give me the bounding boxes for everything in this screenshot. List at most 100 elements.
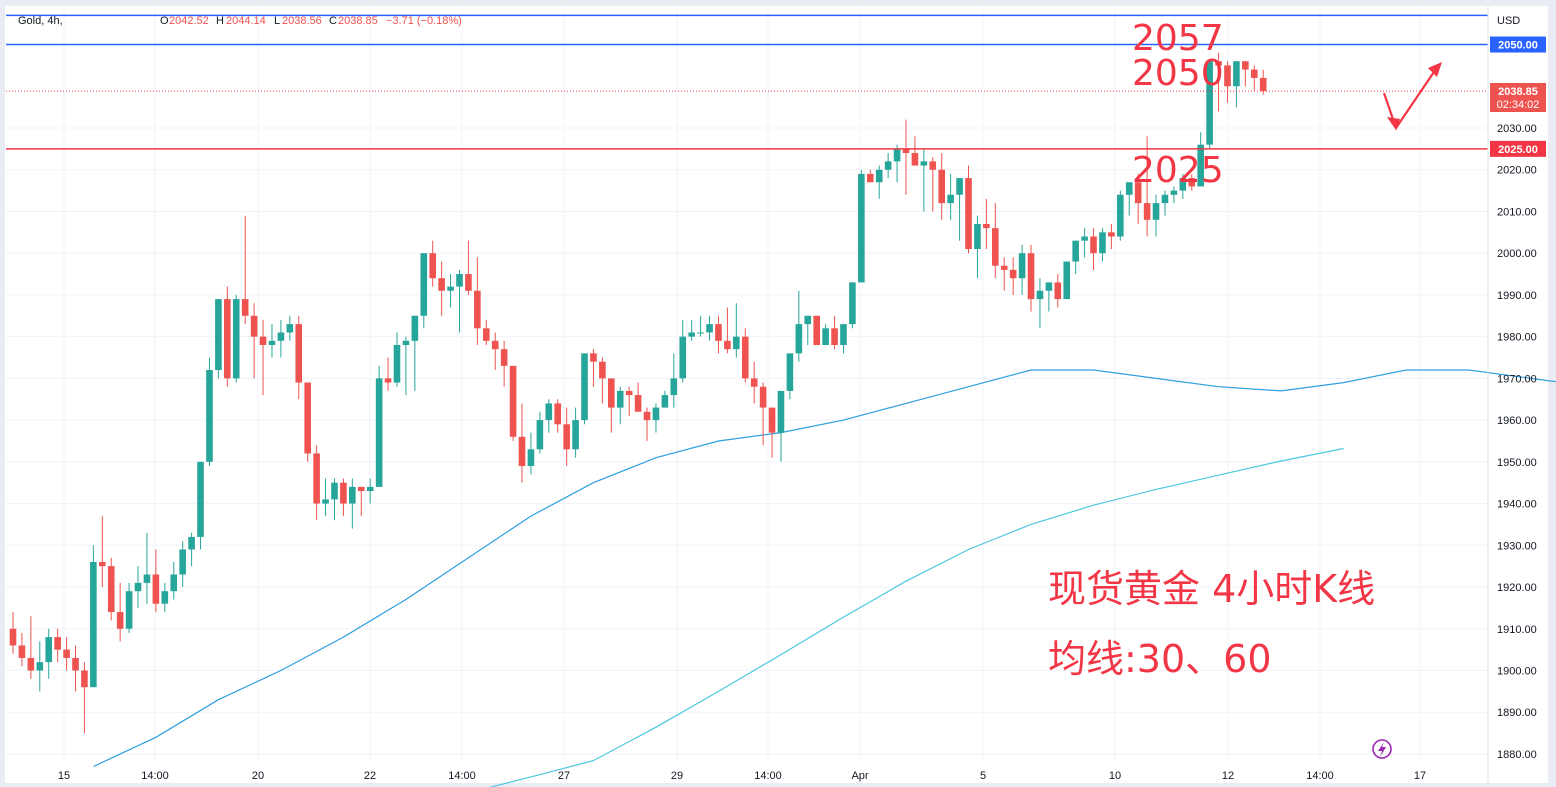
candle-body	[929, 161, 937, 170]
x-tick-label: 15	[58, 770, 70, 782]
candle	[590, 349, 597, 387]
candle-body	[27, 657, 35, 671]
price-level-tag-label: 2025.00	[1498, 144, 1538, 156]
candle	[822, 324, 829, 345]
candle	[750, 361, 758, 404]
candle-body	[259, 336, 267, 345]
legend-low-value: 2038.56	[282, 15, 322, 27]
y-tick-label: 1980.00	[1497, 332, 1537, 344]
candle-body	[947, 194, 954, 204]
candle	[1000, 257, 1008, 291]
legend-high-value: 2044.14	[226, 15, 266, 27]
candle	[866, 169, 874, 183]
candle-body	[804, 315, 812, 325]
x-tick-label: 12	[1222, 770, 1234, 782]
candle-body	[304, 382, 311, 454]
candle-body	[357, 486, 365, 492]
candle-body	[1090, 236, 1097, 254]
candle	[1125, 182, 1133, 216]
candle	[295, 315, 303, 400]
candle	[875, 165, 883, 199]
candle	[465, 240, 472, 295]
candle	[36, 641, 44, 692]
candle	[143, 532, 151, 604]
candle	[304, 382, 311, 462]
candle	[474, 257, 481, 345]
candle-body	[1018, 253, 1026, 279]
candle-body	[143, 574, 151, 583]
candle	[90, 545, 97, 688]
candle	[54, 628, 61, 663]
horizontal-lines[interactable]: 2050.00 2025.00	[6, 14, 1546, 157]
candle	[215, 299, 222, 379]
candle	[179, 541, 186, 588]
candle-body	[152, 574, 160, 604]
candle-body	[902, 148, 910, 154]
annotation-2057: 2057	[1132, 18, 1224, 59]
candle	[786, 353, 794, 400]
candle	[456, 269, 463, 333]
candle-body	[1152, 203, 1160, 220]
chart-caption: 现货黄金 4小时K线	[1048, 567, 1375, 611]
candle	[840, 324, 847, 354]
candle	[1099, 228, 1106, 262]
candle-body	[1072, 240, 1079, 262]
candle	[63, 637, 70, 671]
lightning-bolt-icon[interactable]	[1372, 739, 1392, 759]
candle-body	[697, 332, 704, 334]
candle-body	[134, 582, 142, 592]
candle	[482, 319, 490, 345]
candle	[625, 386, 633, 416]
candle-body	[1054, 282, 1062, 300]
candle-body	[893, 148, 901, 162]
candle	[679, 319, 687, 383]
candle-body	[322, 499, 329, 504]
candle	[956, 178, 963, 241]
candle	[1250, 65, 1258, 91]
candle-body	[884, 161, 892, 170]
candle-body	[277, 332, 285, 341]
candle-body	[215, 299, 222, 371]
candle	[670, 353, 678, 408]
candle	[170, 561, 178, 600]
candle	[858, 169, 865, 283]
candle-body	[1099, 232, 1106, 254]
candle-body	[581, 353, 588, 421]
candle	[938, 153, 946, 220]
candle	[1197, 132, 1204, 187]
candle	[197, 461, 204, 550]
candle-body	[652, 407, 660, 421]
candle	[500, 340, 508, 387]
candle	[581, 353, 588, 425]
candle-body	[724, 340, 731, 350]
candle	[634, 382, 642, 412]
candle-body	[1027, 253, 1035, 300]
candle	[1134, 173, 1142, 224]
candle	[1036, 278, 1044, 329]
legend-high-label: H	[216, 15, 224, 27]
price-level-tag-label: 2050.00	[1498, 40, 1538, 52]
candle	[1242, 61, 1249, 87]
y-tick-label: 1880.00	[1497, 749, 1537, 761]
candle	[554, 399, 562, 433]
candle	[1188, 173, 1196, 191]
candle	[777, 390, 785, 462]
x-tick-label: 29	[671, 770, 683, 782]
candle	[402, 336, 410, 396]
candle	[438, 261, 445, 316]
candle	[429, 240, 437, 287]
candle-body	[938, 169, 946, 204]
time-axis[interactable]: 15 14:00 20 22 14:00 27 29 14:00 Apr 5 10 12 14:00 17	[58, 770, 1426, 782]
candle	[643, 407, 651, 441]
price-axis[interactable]: 2030.00 2020.00 2010.00 2000.00 1990.00 1980.…	[1497, 123, 1537, 761]
candle-body	[715, 324, 722, 341]
candle-body	[1036, 290, 1044, 300]
candle	[1009, 257, 1017, 295]
candle	[1108, 223, 1115, 250]
candle-body	[822, 328, 829, 345]
candle-body	[250, 315, 258, 337]
candle	[1161, 190, 1169, 216]
candle-body	[572, 420, 579, 450]
candle-body	[429, 253, 437, 279]
